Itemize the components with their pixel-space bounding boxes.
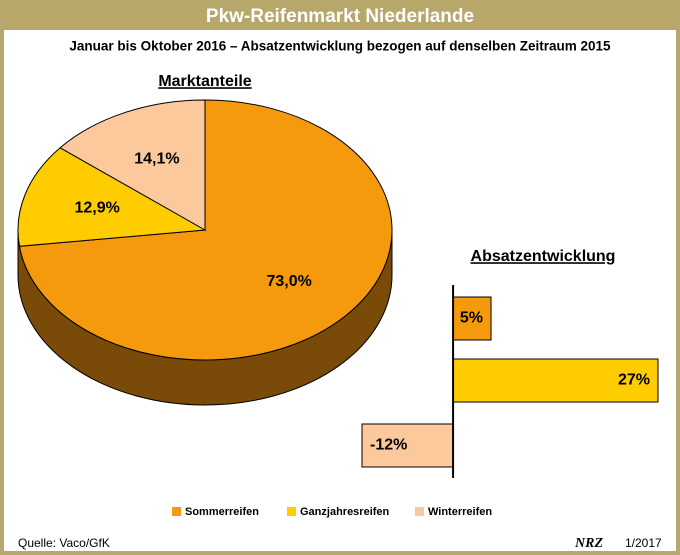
source: Quelle: Vaco/GfK xyxy=(18,536,110,550)
logo: NRZ xyxy=(574,536,603,551)
bar-label: 27% xyxy=(618,372,650,389)
pie-title: Marktanteile xyxy=(158,73,251,90)
bar xyxy=(452,296,492,341)
bar xyxy=(361,423,454,468)
bar-label: 5% xyxy=(460,310,483,327)
bar-title: Absatzentwicklung xyxy=(471,248,616,265)
slice-label: 73,0% xyxy=(266,273,311,290)
legend-label: Winterreifen xyxy=(428,506,492,518)
pie-slice xyxy=(17,147,207,247)
legend-swatch xyxy=(287,507,296,516)
legend-label: Sommerreifen xyxy=(185,506,259,518)
title: Pkw-Reifenmarkt Niederlande xyxy=(206,6,474,27)
slice-label: 12,9% xyxy=(74,200,119,217)
legend-label: Ganzjahresreifen xyxy=(300,506,390,518)
slice-label: 14,1% xyxy=(134,151,179,168)
legend-swatch xyxy=(415,507,424,516)
bar xyxy=(452,358,659,403)
title-bar xyxy=(4,4,676,30)
legend-swatch xyxy=(172,507,181,516)
subtitle: Januar bis Oktober 2016 – Absatzentwickl… xyxy=(69,39,611,54)
date: 1/2017 xyxy=(625,536,662,550)
bar-label: -12% xyxy=(370,437,407,454)
pie-slice xyxy=(59,99,206,231)
